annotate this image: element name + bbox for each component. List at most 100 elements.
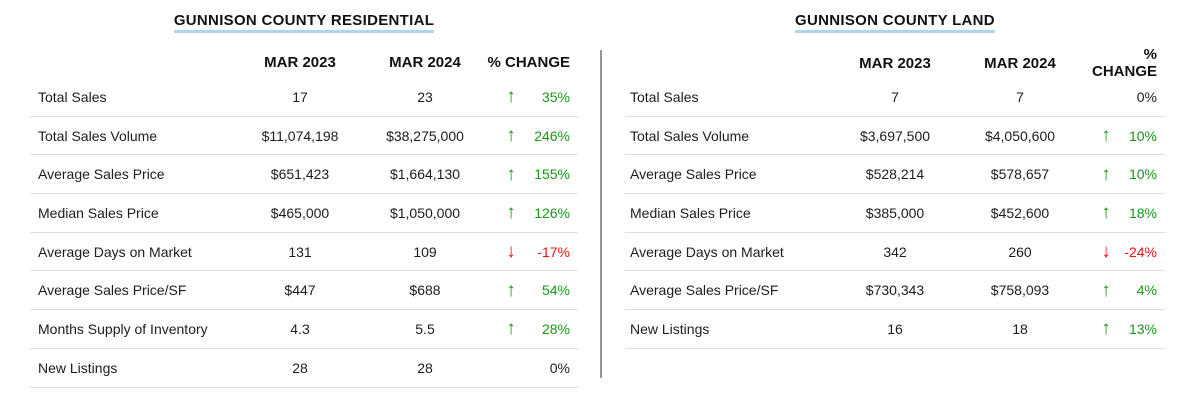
value-mar-2024: 7 [1016,88,1024,105]
column-header-mar-2024: MAR 2024 [389,53,461,71]
change-value: 0% [549,359,570,376]
change-value: 28% [541,320,570,337]
value-mar-2023: $651,423 [270,166,330,183]
change-value: 13% [1128,320,1157,337]
trend-up-icon: ↑ [506,125,516,147]
trend-up-icon: ↑ [506,318,516,340]
change-value: 35% [541,88,570,105]
residential-header-row: MAR 2023 MAR 2024 % CHANGE [30,46,578,78]
table-row: Average Sales Price $651,423 $1,664,130 … [30,155,578,195]
value-mar-2023: 28 [292,359,308,376]
vertical-divider [600,50,602,378]
change-cell: ↑ 4% [1080,281,1165,300]
trend-up-icon: ↑ [1101,279,1111,301]
change-cell: ↑ 13% [1080,319,1165,338]
trend-up-icon: ↑ [506,279,516,301]
value-mar-2024: $1,664,130 [389,166,461,183]
trend-up-icon: ↑ [506,163,516,185]
value-mar-2024: 109 [413,243,437,260]
residential-table-panel: GUNNISON COUNTY RESIDENTIAL MAR 2023 MAR… [30,12,578,388]
table-row: Average Sales Price $528,214 $578,657 ↑ … [625,155,1165,195]
change-value: -17% [537,243,570,260]
value-mar-2023: 16 [887,320,903,337]
change-value: 4% [1136,282,1157,299]
value-mar-2024: 260 [1008,243,1032,260]
change-value: 155% [534,166,570,183]
change-cell: ↑ 10% [1080,165,1165,184]
value-mar-2024: $578,657 [990,166,1050,183]
table-row: Median Sales Price $465,000 $1,050,000 ↑… [30,194,578,233]
trend-up-icon: ↑ [1101,125,1111,147]
change-value: 54% [541,282,570,299]
table-row: Months Supply of Inventory 4.3 5.5 ↑ 28% [30,310,578,349]
trend-up-icon: ↑ [1101,202,1111,224]
change-cell: ↑ 126% [485,203,578,222]
residential-title-wrap: GUNNISON COUNTY RESIDENTIAL [30,12,578,36]
metric-label: Average Days on Market [38,243,192,260]
value-mar-2024: $1,050,000 [389,204,461,221]
trend-up-icon: ↑ [1101,163,1111,185]
change-cell: ↓ -24% [1080,242,1165,261]
residential-table-title: GUNNISON COUNTY RESIDENTIAL [173,12,435,33]
value-mar-2024: $4,050,600 [984,127,1056,144]
metric-label: Average Sales Price/SF [38,282,187,299]
column-header-mar-2023: MAR 2023 [859,54,931,72]
value-mar-2023: $730,343 [865,282,925,299]
table-row: Median Sales Price $385,000 $452,600 ↑ 1… [625,194,1165,233]
change-cell: ↑ 18% [1080,203,1165,222]
value-mar-2024: 18 [1012,320,1028,337]
land-table-panel: GUNNISON COUNTY LAND MAR 2023 MAR 2024 %… [625,12,1165,349]
trend-down-icon: ↓ [1101,241,1111,263]
table-row: Average Sales Price/SF $447 $688 ↑ 54% [30,271,578,311]
table-row: Total Sales Volume $11,074,198 $38,275,0… [30,117,578,156]
land-table-title: GUNNISON COUNTY LAND [795,12,995,33]
value-mar-2024: $38,275,000 [386,127,464,144]
land-title-wrap: GUNNISON COUNTY LAND [625,12,1165,36]
change-value: 10% [1128,127,1157,144]
value-mar-2023: 17 [292,88,308,105]
value-mar-2023: 131 [288,243,312,260]
change-cell: ↑ 155% [485,165,578,184]
table-row: Average Sales Price/SF $730,343 $758,093… [625,271,1165,311]
change-cell: 0% [485,360,578,376]
land-table-rows: Total Sales 7 7 0% Total Sales Volume $3… [625,78,1165,349]
value-mar-2024: $758,093 [990,282,1050,299]
residential-table-rows: Total Sales 17 23 ↑ 35% Total Sales Volu… [30,78,578,388]
metric-label: Median Sales Price [630,204,751,221]
value-mar-2023: $3,697,500 [859,127,931,144]
value-mar-2023: 342 [883,243,907,260]
trend-down-icon: ↓ [506,241,516,263]
change-value: 246% [534,127,570,144]
change-cell: ↓ -17% [485,242,578,261]
value-mar-2024: $688 [409,282,441,299]
change-value: 126% [534,204,570,221]
metric-label: Average Sales Price [630,166,757,183]
table-row: Total Sales Volume $3,697,500 $4,050,600… [625,117,1165,156]
change-cell: ↑ 54% [485,281,578,300]
metric-label: Average Days on Market [630,243,784,260]
value-mar-2023: $385,000 [865,204,925,221]
metric-label: Average Sales Price/SF [630,282,779,299]
trend-up-icon: ↑ [506,202,516,224]
value-mar-2023: $447 [284,282,316,299]
value-mar-2023: 4.3 [290,320,310,337]
table-row: Average Days on Market 342 260 ↓ -24% [625,233,1165,272]
land-header-row: MAR 2023 MAR 2024 % CHANGE [625,46,1165,80]
change-value: -24% [1124,243,1157,260]
change-cell: ↑ 28% [485,319,578,338]
metric-label: Average Sales Price [38,166,165,183]
change-cell: 0% [1080,89,1165,105]
metric-label: Total Sales Volume [630,127,750,144]
column-header-mar-2023: MAR 2023 [264,53,336,71]
table-row: Total Sales 7 7 0% [625,78,1165,117]
table-row: New Listings 28 28 0% [30,349,578,388]
metric-label: Total Sales Volume [38,127,158,144]
value-mar-2023: $465,000 [270,204,330,221]
value-mar-2024: 28 [417,359,433,376]
value-mar-2024: 5.5 [415,320,435,337]
change-value: 10% [1128,166,1157,183]
value-mar-2024: $452,600 [990,204,1050,221]
column-header-mar-2024: MAR 2024 [984,54,1056,72]
change-cell: ↑ 246% [485,126,578,145]
